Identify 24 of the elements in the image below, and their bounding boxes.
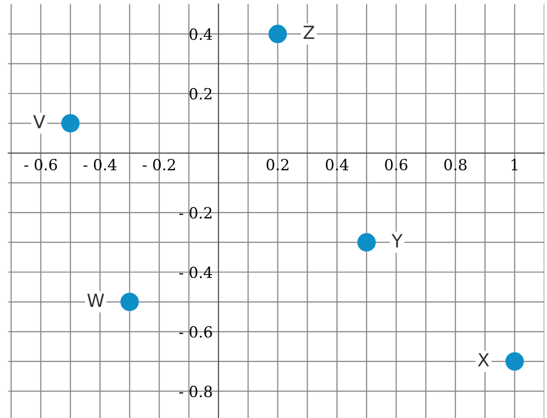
y-tick-label: - 0.6 bbox=[179, 326, 212, 338]
point bbox=[120, 292, 139, 312]
point bbox=[61, 114, 80, 132]
x-tick-label: - 0.6 bbox=[24, 158, 57, 170]
annotation: Z bbox=[304, 26, 314, 39]
annotation: X bbox=[478, 353, 490, 366]
y-tick-label: 0.2 bbox=[190, 88, 212, 100]
x-tick-label: 0.2 bbox=[266, 158, 288, 170]
x-tick-label: 1 bbox=[512, 158, 518, 170]
point bbox=[268, 24, 287, 44]
annotation: V bbox=[33, 115, 46, 128]
annotation: W bbox=[87, 294, 104, 307]
x-tick-label: - 0.4 bbox=[84, 158, 116, 170]
x-tick-label: 0.8 bbox=[444, 158, 467, 170]
y-tick-label: - 0.4 bbox=[179, 266, 212, 278]
point bbox=[505, 352, 524, 371]
annotation: Y bbox=[392, 234, 403, 248]
x-tick-label: - 0.2 bbox=[142, 158, 175, 170]
point bbox=[357, 233, 376, 252]
x-tick-label: 0.4 bbox=[326, 158, 348, 170]
y-tick-label: - 0.8 bbox=[179, 386, 212, 398]
y-tick-label: 0.4 bbox=[190, 28, 212, 40]
x-tick-label: 0.6 bbox=[385, 158, 408, 170]
y-tick-label: - 0.2 bbox=[179, 207, 212, 219]
